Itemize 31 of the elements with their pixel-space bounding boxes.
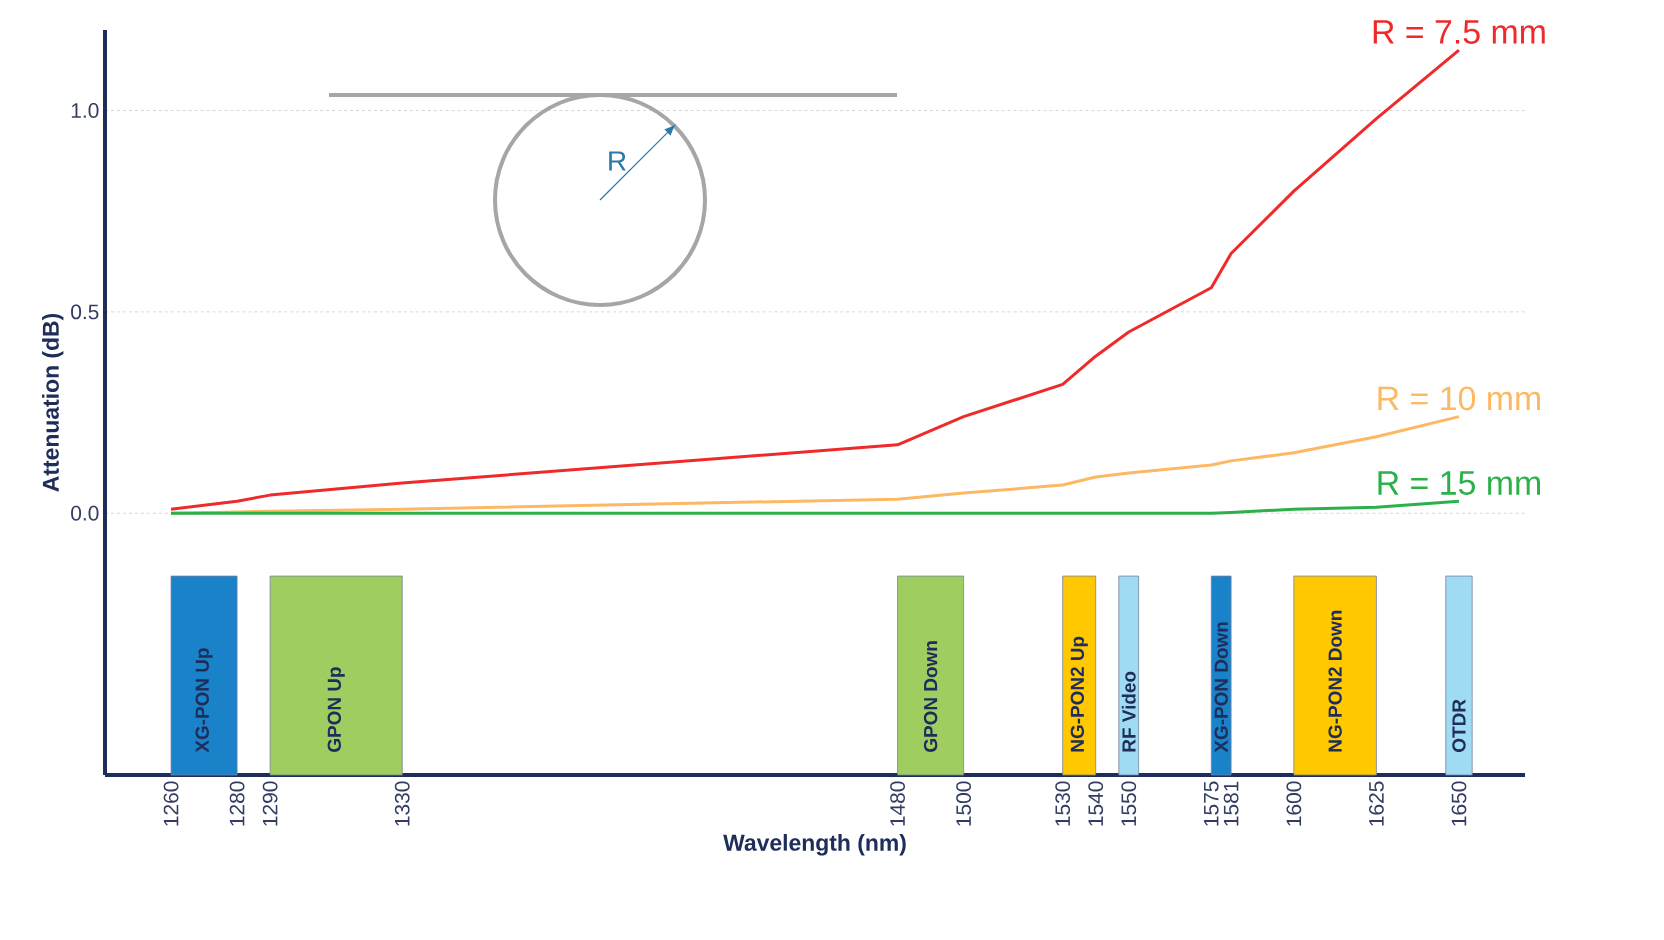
band-label: GPON Down — [923, 641, 938, 752]
band-label: XG-PON Up — [195, 648, 213, 753]
x-tick-label: 1600 — [1286, 781, 1302, 826]
x-tick-label: 1480 — [890, 781, 905, 826]
x-tick-label: 1290 — [262, 781, 278, 826]
x-tick-label: 1500 — [956, 781, 972, 826]
band-label: XG-PON Down — [1214, 622, 1228, 753]
band-label: NG-PON2 Down — [1328, 610, 1342, 752]
x-axis-title: Wavelength (nm) — [723, 834, 906, 856]
series-label: R = 7.5 mm — [1373, 20, 1545, 44]
annotation: R — [609, 151, 626, 171]
y-tick-label: 1.0 — [71, 103, 99, 118]
x-tick-label: 1650 — [1451, 781, 1467, 826]
x-tick-label: 1625 — [1369, 781, 1384, 826]
y-tick-label: 0.0 — [71, 505, 99, 521]
band-label: OTDR — [1452, 699, 1466, 752]
x-tick-label: 1575 — [1203, 781, 1219, 826]
x-tick-label: 1550 — [1121, 781, 1137, 826]
band-label: NG-PON2 Up — [1070, 636, 1088, 752]
x-tick-label: 1540 — [1088, 781, 1104, 826]
y-axis-title: Attenuation (dB) — [42, 313, 64, 492]
band-label: GPON Up — [327, 667, 345, 752]
x-tick-label: 1330 — [394, 781, 410, 826]
series-label: R = 15 mm — [1378, 471, 1540, 495]
x-tick-label: 1280 — [229, 781, 245, 826]
y-tick-label: 0.5 — [71, 304, 99, 320]
x-tick-label: 1530 — [1055, 781, 1071, 826]
x-tick-label: 1581 — [1223, 781, 1239, 826]
x-tick-label: 1260 — [163, 781, 179, 826]
band-label: RF Video — [1121, 671, 1136, 752]
series-label: R = 10 mm — [1378, 386, 1540, 411]
